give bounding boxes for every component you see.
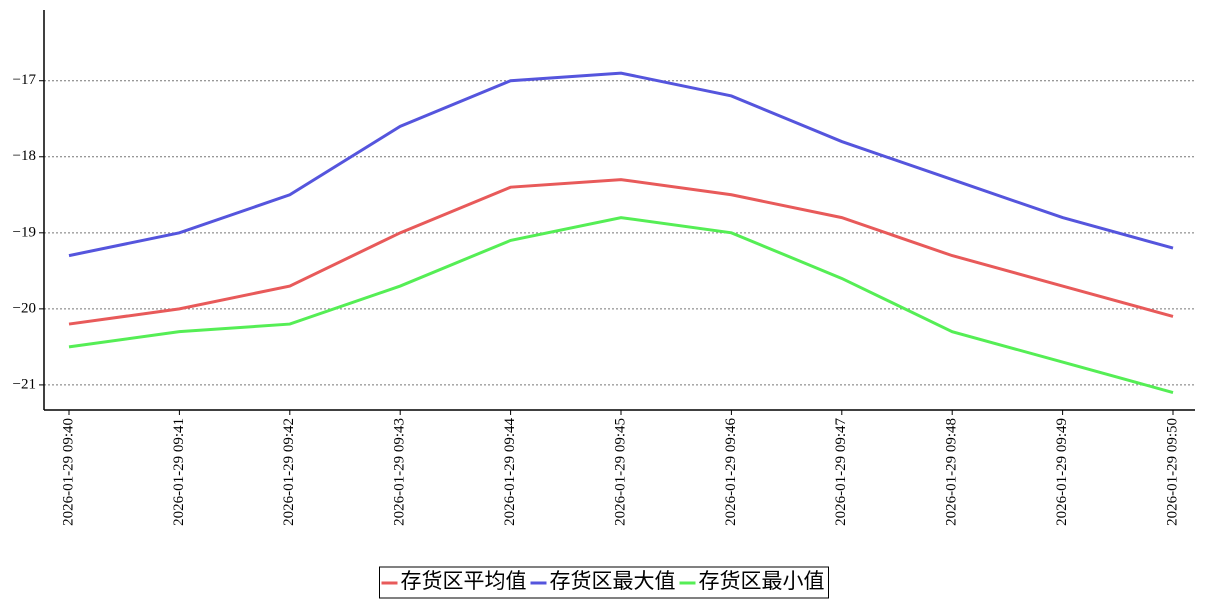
y-tick-label: −21	[13, 376, 36, 392]
x-tick-label: 2026-01-29 09:48	[944, 418, 960, 526]
y-tick-label: −20	[13, 300, 36, 316]
legend-label: 存货区最小值	[699, 569, 825, 593]
series-line	[68, 71, 1174, 258]
x-tick-label: 2026-01-29 09:49	[1054, 418, 1070, 526]
x-tick-label: 2026-01-29 09:47	[833, 418, 849, 526]
x-tick-label: 2026-01-29 09:40	[60, 418, 76, 526]
series-line	[68, 178, 1174, 326]
x-tick-label: 2026-01-29 09:42	[281, 418, 297, 526]
x-tick-label: 2026-01-29 09:46	[723, 418, 739, 526]
legend-label: 存货区平均值	[401, 569, 527, 593]
x-tick-label: 2026-01-29 09:41	[171, 418, 187, 526]
y-tick-label: −19	[13, 224, 36, 240]
x-tick-label: 2026-01-29 09:43	[392, 418, 408, 526]
x-tick-label: 2026-01-29 09:45	[612, 418, 628, 526]
legend-label: 存货区最大值	[550, 569, 676, 593]
y-tick-label: −17	[13, 72, 37, 88]
legend-box	[379, 566, 829, 599]
x-tick-label: 2026-01-29 09:50	[1164, 418, 1180, 526]
series-line	[68, 216, 1174, 394]
legend: 存货区平均值 存货区最大值 存货区最小值	[379, 566, 829, 599]
y-tick-label: −18	[13, 148, 36, 164]
x-tick-label: 2026-01-29 09:44	[502, 418, 518, 526]
